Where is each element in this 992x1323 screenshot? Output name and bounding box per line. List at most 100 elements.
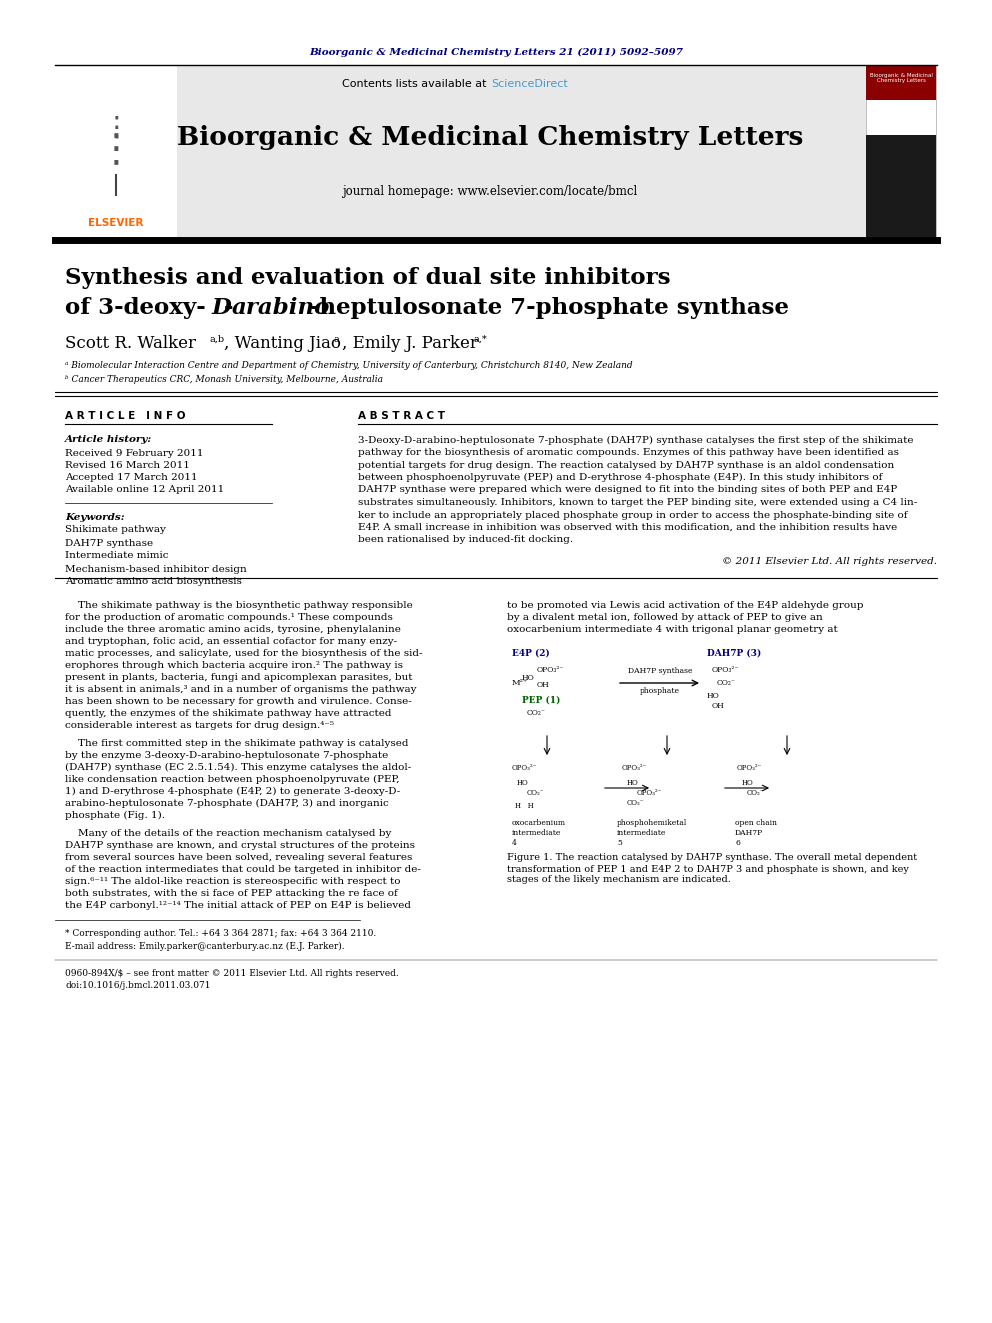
Text: by the enzyme 3-deoxy-D-arabino-heptulosonate 7-phosphate: by the enzyme 3-deoxy-D-arabino-heptulos…: [65, 750, 388, 759]
Text: like condensation reaction between phosphoenolpyruvate (PEP,: like condensation reaction between phosp…: [65, 774, 400, 783]
Text: stages of the likely mechanism are indicated.: stages of the likely mechanism are indic…: [507, 876, 731, 885]
Text: ker to include an appropriately placed phosphate group in order to access the ph: ker to include an appropriately placed p…: [358, 511, 908, 520]
Text: arabino: arabino: [232, 296, 330, 319]
Text: for the production of aromatic compounds.¹ These compounds: for the production of aromatic compounds…: [65, 613, 393, 622]
Text: Received 9 February 2011: Received 9 February 2011: [65, 450, 203, 459]
Text: journal homepage: www.elsevier.com/locate/bmcl: journal homepage: www.elsevier.com/locat…: [342, 184, 638, 197]
Text: The first committed step in the shikimate pathway is catalysed: The first committed step in the shikimat…: [65, 738, 409, 747]
Text: Shikimate pathway: Shikimate pathway: [65, 525, 166, 534]
Text: A R T I C L E   I N F O: A R T I C L E I N F O: [65, 411, 186, 421]
Text: , Wanting Jiao: , Wanting Jiao: [224, 336, 341, 352]
Text: oxocarbenium: oxocarbenium: [512, 819, 566, 827]
Text: matic processes, and salicylate, used for the biosynthesis of the sid-: matic processes, and salicylate, used fo…: [65, 648, 423, 658]
Text: DAH7P: DAH7P: [735, 830, 763, 837]
Text: E-mail address: Emily.parker@canterbury.ac.nz (E.J. Parker).: E-mail address: Emily.parker@canterbury.…: [65, 942, 344, 950]
Text: © 2011 Elsevier Ltd. All rights reserved.: © 2011 Elsevier Ltd. All rights reserved…: [722, 557, 937, 566]
Text: the E4P carbonyl.¹²⁻¹⁴ The initial attack of PEP on E4P is believed: the E4P carbonyl.¹²⁻¹⁴ The initial attac…: [65, 901, 411, 909]
Text: CO₂⁻: CO₂⁻: [527, 709, 546, 717]
Text: 3-Deoxy-D-arabino-heptulosonate 7-phosphate (DAH7P) synthase catalyses the first: 3-Deoxy-D-arabino-heptulosonate 7-phosph…: [358, 435, 914, 445]
Text: and tryptophan, folic acid, an essential cofactor for many enzy-: and tryptophan, folic acid, an essential…: [65, 636, 397, 646]
Bar: [55, 65, 937, 238]
Text: HO: HO: [517, 779, 529, 787]
Text: DAH7P synthase: DAH7P synthase: [65, 538, 153, 548]
Text: to be promoted via Lewis acid activation of the E4P aldehyde group: to be promoted via Lewis acid activation…: [507, 601, 863, 610]
Text: quently, the enzymes of the shikimate pathway have attracted: quently, the enzymes of the shikimate pa…: [65, 709, 392, 717]
Text: CO₂⁻: CO₂⁻: [527, 789, 545, 796]
Text: CO₂⁻: CO₂⁻: [627, 799, 645, 807]
Text: Intermediate mimic: Intermediate mimic: [65, 552, 169, 561]
Text: both substrates, with the si face of PEP attacking the re face of: both substrates, with the si face of PEP…: [65, 889, 398, 897]
Text: PEP (1): PEP (1): [522, 696, 560, 705]
Text: potential targets for drug design. The reaction catalysed by DAH7P synthase is a: potential targets for drug design. The r…: [358, 460, 894, 470]
Text: -heptulosonate 7-phosphate synthase: -heptulosonate 7-phosphate synthase: [310, 296, 789, 319]
Text: Bioorganic & Medicinal
Chemistry Letters: Bioorganic & Medicinal Chemistry Letters: [870, 73, 932, 83]
Text: Available online 12 April 2011: Available online 12 April 2011: [65, 486, 224, 495]
Text: phosphohemiketal: phosphohemiketal: [617, 819, 687, 827]
Text: DAH7P synthase were prepared which were designed to fit into the binding sites o: DAH7P synthase were prepared which were …: [358, 486, 897, 495]
Text: present in plants, bacteria, fungi and apicomplexan parasites, but: present in plants, bacteria, fungi and a…: [65, 672, 413, 681]
Text: phosphate: phosphate: [640, 687, 680, 695]
Bar: [866, 65, 936, 238]
Text: substrates simultaneously. Inhibitors, known to target the PEP binding site, wer: substrates simultaneously. Inhibitors, k…: [358, 497, 918, 507]
Text: H   H: H H: [515, 802, 534, 810]
Text: OPO₃²⁻: OPO₃²⁻: [512, 763, 538, 773]
Text: Accepted 17 March 2011: Accepted 17 March 2011: [65, 474, 197, 483]
Text: (DAH7P) synthase (EC 2.5.1.54). This enzyme catalyses the aldol-: (DAH7P) synthase (EC 2.5.1.54). This enz…: [65, 762, 412, 771]
Text: OPO₃²⁻: OPO₃²⁻: [622, 763, 648, 773]
Text: HO: HO: [627, 779, 639, 787]
Text: of 3-deoxy-: of 3-deoxy-: [65, 296, 205, 319]
Bar: [55, 65, 177, 238]
Text: HO: HO: [707, 692, 720, 700]
Text: Contents lists available at: Contents lists available at: [342, 79, 490, 89]
Text: a: a: [333, 335, 338, 344]
Text: OH: OH: [712, 703, 725, 710]
Text: Article history:: Article history:: [65, 435, 152, 445]
Text: DAH7P synthase are known, and crystal structures of the proteins: DAH7P synthase are known, and crystal st…: [65, 840, 415, 849]
Text: transformation of PEP 1 and E4P 2 to DAH7P 3 and phosphate is shown, and key: transformation of PEP 1 and E4P 2 to DAH…: [507, 864, 909, 873]
Text: considerable interest as targets for drug design.⁴⁻⁵: considerable interest as targets for dru…: [65, 721, 334, 729]
Text: OPO₃²⁻: OPO₃²⁻: [537, 665, 564, 673]
Text: by a divalent metal ion, followed by attack of PEP to give an: by a divalent metal ion, followed by att…: [507, 613, 822, 622]
Bar: [866, 65, 936, 101]
Text: CO₂⁻: CO₂⁻: [747, 789, 765, 796]
Text: M²⁺: M²⁺: [512, 679, 529, 687]
Text: Synthesis and evaluation of dual site inhibitors: Synthesis and evaluation of dual site in…: [65, 267, 671, 288]
Text: OPO₃²⁻: OPO₃²⁻: [737, 763, 763, 773]
Text: a,*: a,*: [474, 335, 488, 344]
Text: OPO₃²⁻: OPO₃²⁻: [637, 789, 663, 796]
Text: from several sources have been solved, revealing several features: from several sources have been solved, r…: [65, 852, 413, 861]
Text: phosphate (Fig. 1).: phosphate (Fig. 1).: [65, 811, 165, 819]
Text: A B S T R A C T: A B S T R A C T: [358, 411, 445, 421]
Text: 6: 6: [735, 839, 740, 847]
Text: erophores through which bacteria acquire iron.² The pathway is: erophores through which bacteria acquire…: [65, 660, 403, 669]
Text: doi:10.1016/j.bmcl.2011.03.071: doi:10.1016/j.bmcl.2011.03.071: [65, 980, 210, 990]
Text: DAH7P synthase: DAH7P synthase: [628, 667, 692, 675]
Text: OH: OH: [537, 681, 550, 689]
Text: Bioorganic & Medicinal Chemistry Letters 21 (2011) 5092–5097: Bioorganic & Medicinal Chemistry Letters…: [309, 48, 683, 57]
Text: Bioorganic & Medicinal Chemistry Letters: Bioorganic & Medicinal Chemistry Letters: [177, 126, 804, 151]
Text: include the three aromatic amino acids, tyrosine, phenylalanine: include the three aromatic amino acids, …: [65, 624, 401, 634]
Text: The shikimate pathway is the biosynthetic pathway responsible: The shikimate pathway is the biosyntheti…: [65, 601, 413, 610]
Text: between phosphoenolpyruvate (PEP) and D-erythrose 4-phosphate (E4P). In this stu: between phosphoenolpyruvate (PEP) and D-…: [358, 472, 882, 482]
Text: Mechanism-based inhibitor design: Mechanism-based inhibitor design: [65, 565, 247, 573]
Text: 1) and D-erythrose 4-phosphate (E4P, 2) to generate 3-deoxy-D-: 1) and D-erythrose 4-phosphate (E4P, 2) …: [65, 786, 400, 795]
Text: open chain: open chain: [735, 819, 777, 827]
Text: Revised 16 March 2011: Revised 16 March 2011: [65, 462, 189, 471]
Text: ᵃ Biomolecular Interaction Centre and Department of Chemistry, University of Can: ᵃ Biomolecular Interaction Centre and De…: [65, 361, 633, 370]
Text: E4P (2): E4P (2): [512, 648, 550, 658]
Text: Figure 1. The reaction catalysed by DAH7P synthase. The overall metal dependent: Figure 1. The reaction catalysed by DAH7…: [507, 853, 918, 863]
Text: ScienceDirect: ScienceDirect: [491, 79, 567, 89]
Text: * Corresponding author. Tel.: +64 3 364 2871; fax: +64 3 364 2110.: * Corresponding author. Tel.: +64 3 364 …: [65, 930, 376, 938]
Text: 4: 4: [512, 839, 517, 847]
Text: D: D: [212, 296, 232, 319]
Text: sign.⁶⁻¹¹ The aldol-like reaction is stereospecific with respect to: sign.⁶⁻¹¹ The aldol-like reaction is ste…: [65, 877, 401, 885]
Text: E4P. A small increase in inhibition was observed with this modification, and the: E4P. A small increase in inhibition was …: [358, 523, 897, 532]
Bar: [866, 135, 936, 238]
Text: intermediate: intermediate: [617, 830, 667, 837]
Text: intermediate: intermediate: [512, 830, 561, 837]
Text: been rationalised by induced-fit docking.: been rationalised by induced-fit docking…: [358, 536, 573, 545]
Text: Scott R. Walker: Scott R. Walker: [65, 336, 196, 352]
Text: arabino-heptulosonate 7-phosphate (DAH7P, 3) and inorganic: arabino-heptulosonate 7-phosphate (DAH7P…: [65, 799, 389, 807]
Text: ELSEVIER: ELSEVIER: [88, 218, 144, 228]
Text: DAH7P (3): DAH7P (3): [707, 648, 761, 658]
